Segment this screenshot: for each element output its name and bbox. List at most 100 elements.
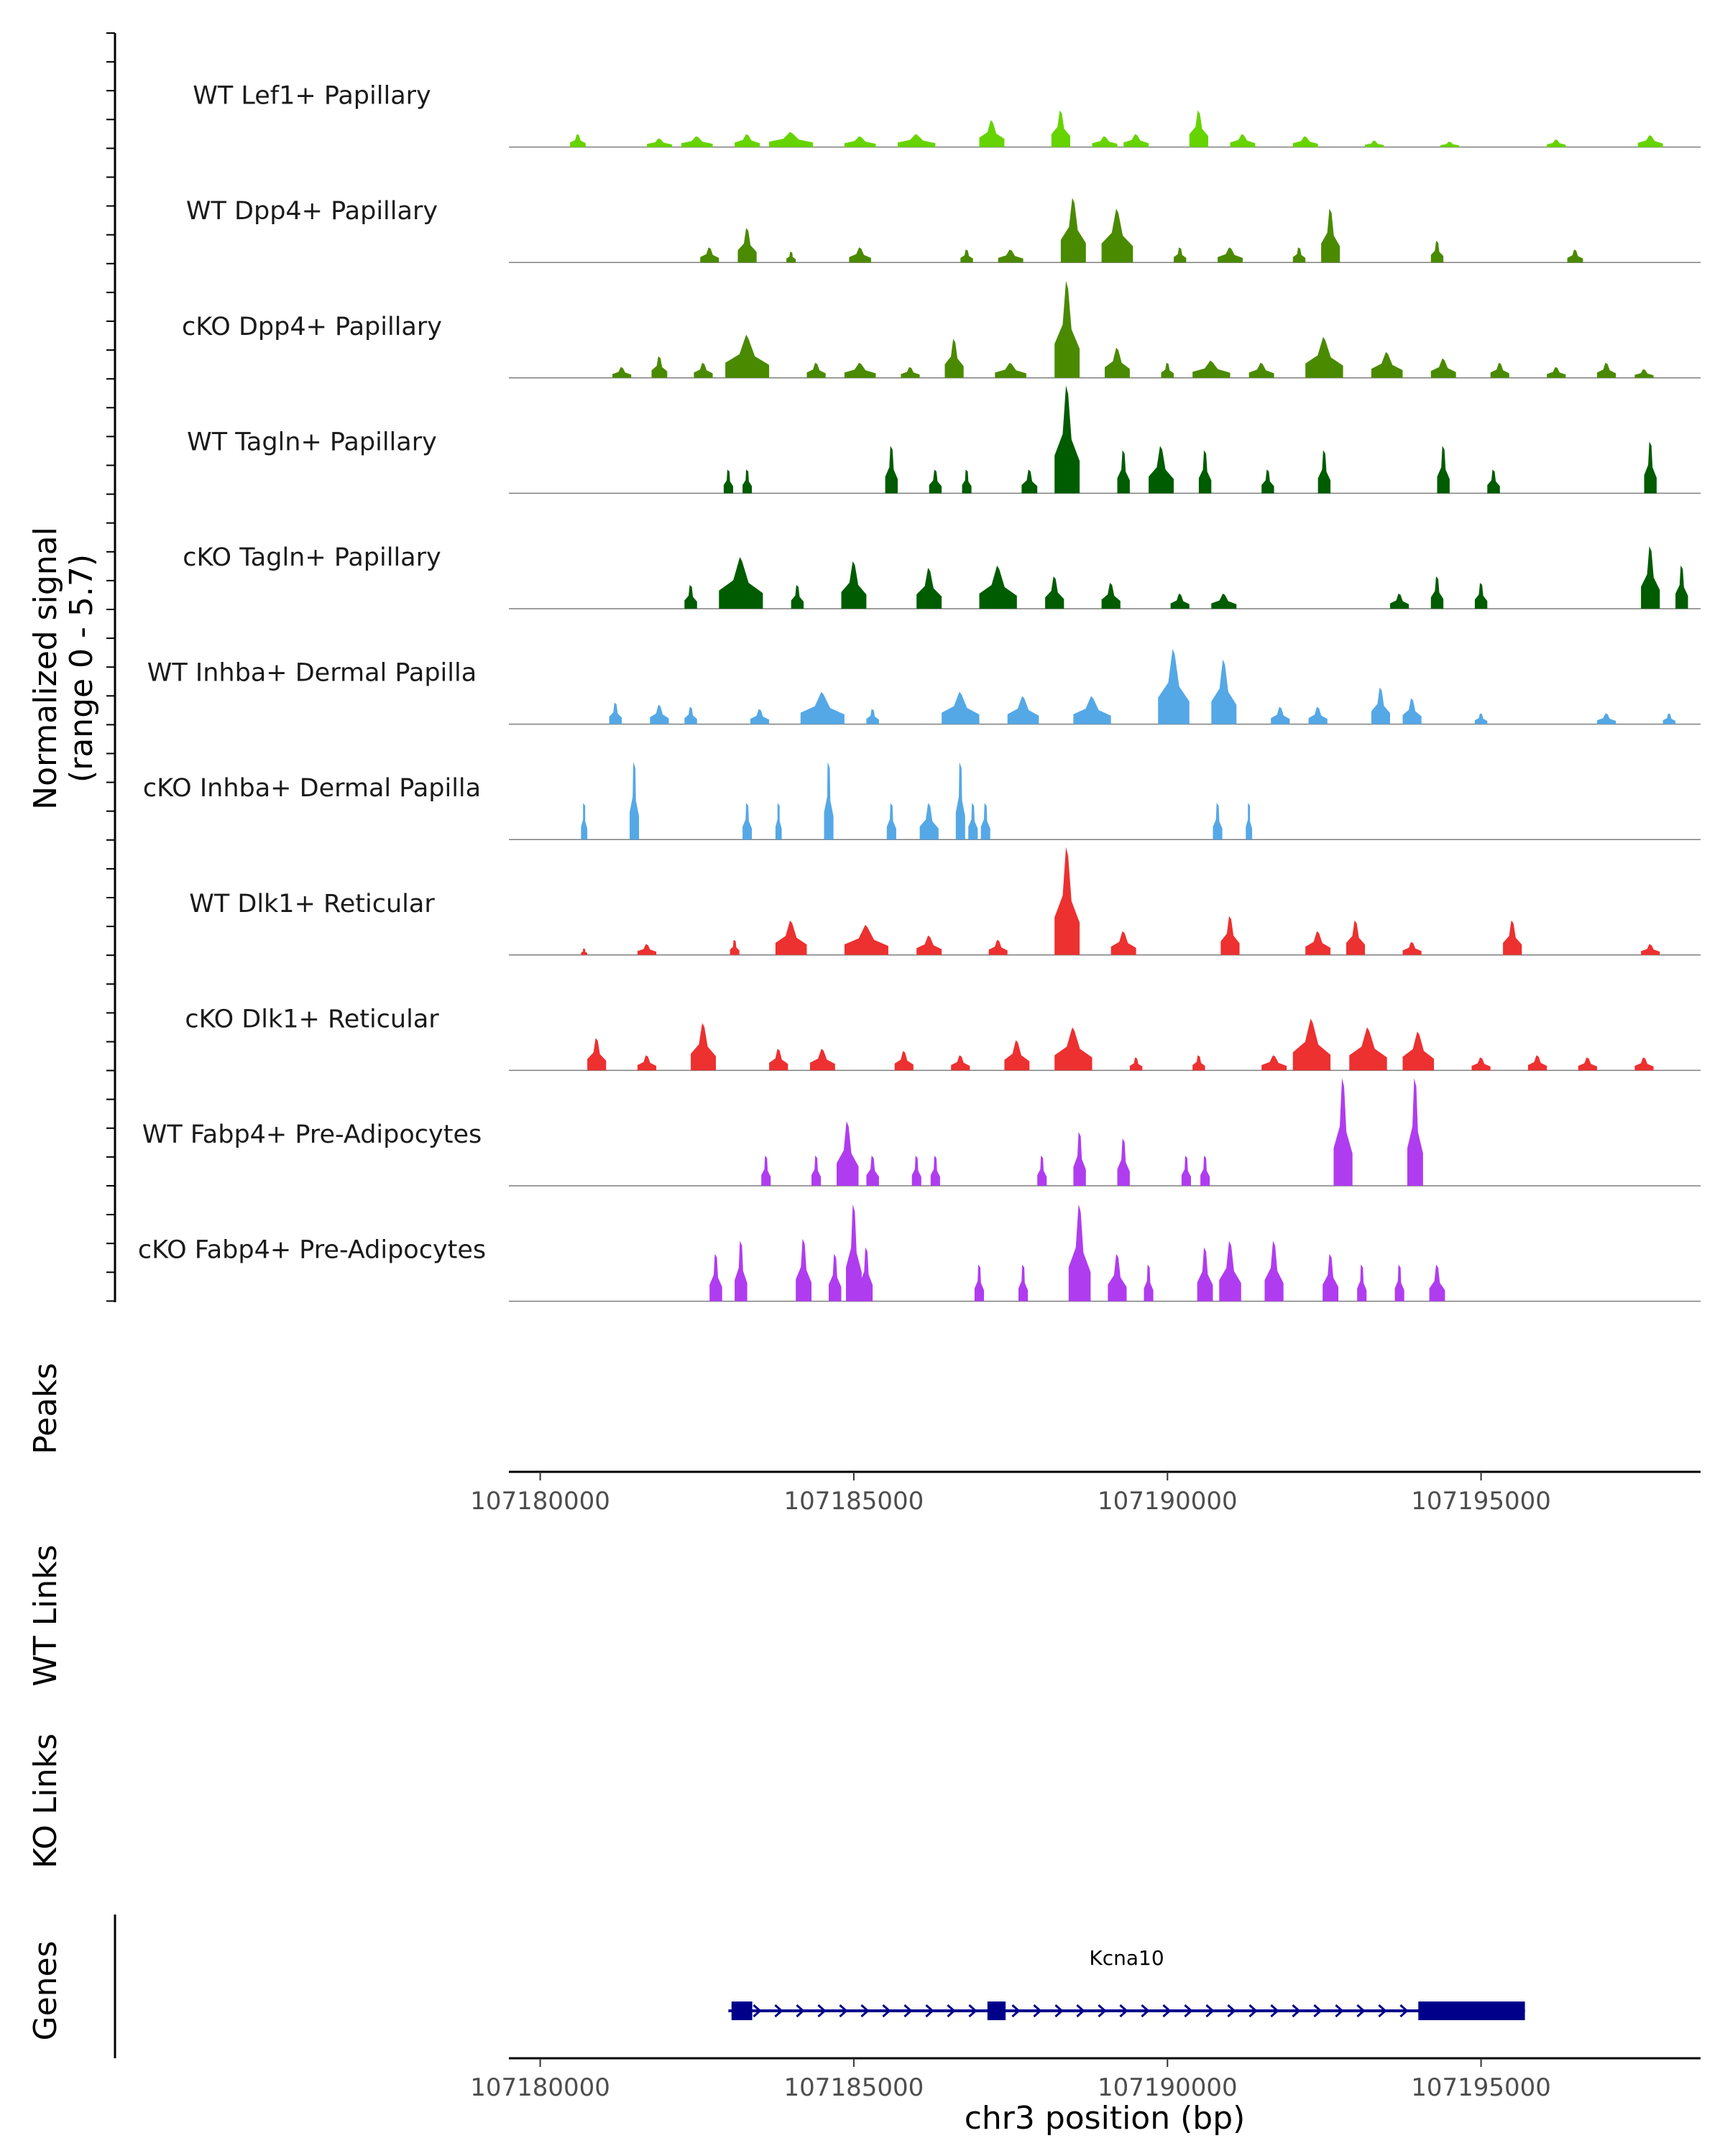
signal-peak (1129, 1057, 1143, 1071)
signal-peak (650, 704, 669, 724)
signal-axis-title: Normalized signal (27, 527, 64, 810)
signal-peak (769, 132, 814, 147)
signal-peak (930, 1156, 940, 1186)
signal-peak (1200, 1156, 1210, 1186)
strand-arrow (1335, 2004, 1344, 2018)
signal-peak (1371, 687, 1390, 724)
signal-peak (769, 1049, 788, 1071)
signal-peak (647, 138, 672, 147)
signal-peak (1051, 110, 1070, 147)
genes-track-label: Genes (27, 1940, 64, 2040)
track-1: WT Dpp4+ Papillary (186, 197, 1701, 263)
signal-peak (962, 469, 972, 494)
signal-peak (1292, 247, 1306, 263)
signal-peak (750, 709, 770, 724)
signal-peak (800, 691, 845, 724)
strand-arrow (1356, 2004, 1366, 2018)
signal-peak (837, 1121, 859, 1186)
signal-peak (775, 803, 782, 840)
signal-peak (1346, 920, 1366, 955)
signal-peak (1662, 713, 1676, 724)
strand-arrow (1033, 2004, 1042, 2018)
signal-peak (1060, 198, 1086, 263)
strand-arrow (1162, 2004, 1172, 2018)
signal-peak (1637, 135, 1663, 147)
signal-peak (919, 803, 939, 840)
signal-peak (1123, 134, 1149, 147)
signal-peak (1117, 1138, 1130, 1186)
signal-peak (968, 803, 978, 840)
strand-arrow (1076, 2004, 1085, 2018)
signal-peak (786, 252, 796, 263)
signal-peak (1430, 576, 1444, 609)
signal-peak (1440, 142, 1459, 147)
signal-peak (1394, 1264, 1404, 1302)
signal-peak (791, 585, 804, 609)
signal-peak (809, 1049, 835, 1071)
track-label: WT Lef1+ Papillary (193, 82, 431, 111)
signal-peak (1213, 803, 1223, 840)
signal-peak (980, 803, 990, 840)
signal-y-axis-ticks (106, 32, 115, 1302)
track-label: cKO Inhba+ Dermal Papilla (143, 774, 481, 803)
strand-arrow (817, 2004, 827, 2018)
x-tick-label: 107180000 (470, 1487, 610, 1516)
signal-peak (916, 935, 942, 955)
peaks-track-label: Peaks (27, 1363, 64, 1454)
signal-peak (1317, 450, 1331, 494)
track-label: WT Tagln+ Papillary (187, 428, 437, 456)
gene-exon (987, 2001, 1006, 2020)
signal-peak (1390, 594, 1409, 609)
signal-peak (1261, 1055, 1287, 1071)
signal-peak (1437, 446, 1450, 494)
signal-peak (995, 362, 1026, 378)
signal-peak (1004, 1040, 1030, 1071)
signal-peak (1271, 706, 1290, 724)
signal-peak (1189, 110, 1208, 147)
track-0: WT Lef1+ Papillary (193, 82, 1701, 148)
signal-peak (1597, 362, 1616, 378)
signal-peak (1634, 1057, 1654, 1071)
signal-peak (1105, 347, 1130, 378)
signal-peak (735, 1240, 748, 1302)
signal-peak (1261, 469, 1274, 494)
track-4: cKO Tagln+ Papillary (183, 543, 1701, 609)
signal-peak (849, 247, 871, 263)
signal-peak (581, 948, 588, 955)
signal-peak (1174, 247, 1187, 263)
strand-arrow (1098, 2004, 1107, 2018)
strand-arrow (1011, 2004, 1021, 2018)
strand-arrow (903, 2004, 913, 2018)
signal-peak (742, 803, 753, 840)
signal-peak (1675, 566, 1688, 609)
signal-peak (951, 1055, 970, 1071)
signal-peak (844, 924, 888, 955)
signal-peak (1597, 713, 1616, 724)
signal-peak (1333, 1078, 1353, 1186)
track-10: cKO Fabp4+ Pre-Adipocytes (138, 1204, 1701, 1302)
signal-peak (737, 228, 757, 263)
signal-peak (1644, 441, 1657, 494)
signal-peak (1073, 1132, 1086, 1186)
signal-peak (1371, 351, 1403, 378)
x-axis-title: chr3 position (bp) (965, 2100, 1246, 2137)
signal-peak (1430, 241, 1444, 263)
track-label: WT Fabp4+ Pre-Adipocytes (142, 1120, 482, 1149)
strand-arrow (882, 2004, 891, 2018)
signal-peak (1429, 1264, 1445, 1302)
signal-peak (979, 120, 1005, 147)
signal-peak (637, 944, 657, 955)
signal-peak (960, 249, 973, 263)
signal-peak (1219, 1240, 1241, 1302)
strand-arrow (1141, 2004, 1150, 2018)
signal-peak (1054, 847, 1080, 955)
track-label: WT Inhba+ Dermal Papilla (147, 659, 477, 688)
signal-peak (916, 568, 942, 609)
signal-peak (841, 561, 867, 609)
signal-tracks: WT Lef1+ Papillary WT Dpp4+ Papillary cKO … (138, 82, 1701, 1302)
signal-peak (1211, 594, 1237, 609)
gene-name-label: Kcna10 (1089, 1946, 1164, 1970)
signal-peak (1641, 546, 1660, 609)
track-5: WT Inhba+ Dermal Papilla (147, 648, 1701, 725)
